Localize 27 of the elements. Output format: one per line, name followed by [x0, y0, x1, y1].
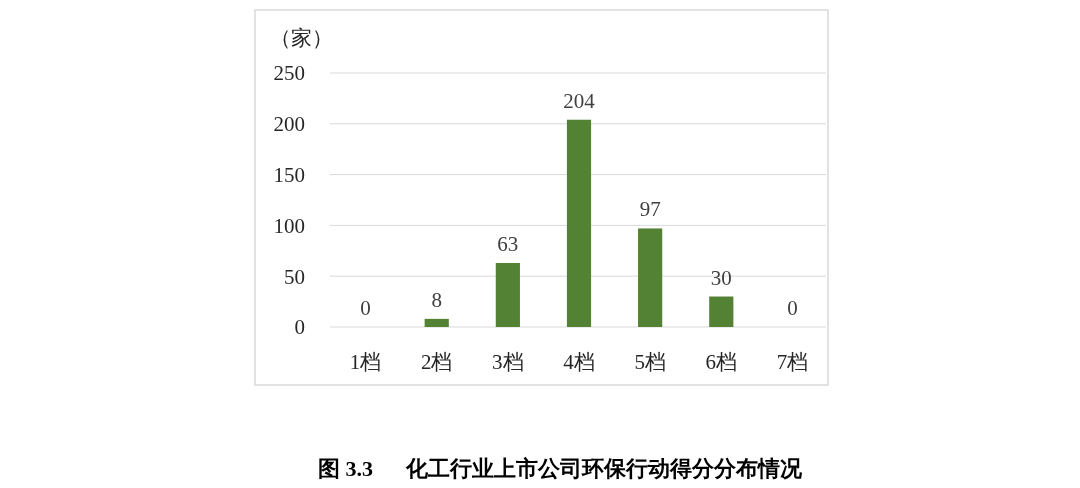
- data-label: 63: [497, 231, 519, 256]
- y-tick-label: 0: [294, 315, 305, 340]
- data-label: 0: [360, 296, 371, 320]
- x-tick-label: 5档: [634, 350, 666, 375]
- x-tick-label: 3档: [492, 350, 524, 375]
- y-tick-label: 250: [273, 61, 305, 86]
- y-tick-label: 50: [284, 264, 305, 289]
- data-label: 97: [639, 197, 661, 222]
- text: 图 3.3 化工行业上市公司环保行动得分分布情况: [318, 455, 803, 481]
- x-tick-label: 6档: [705, 350, 738, 375]
- y-tick-label: 100: [273, 213, 305, 238]
- bar: [495, 262, 520, 327]
- x-tick-label: 2档: [420, 350, 453, 375]
- y-axis-title: （家）: [270, 26, 333, 50]
- bar: [638, 228, 663, 327]
- x-tick-label: 1档: [349, 350, 382, 375]
- y-tick-label: 150: [273, 162, 305, 187]
- data-label: 204: [563, 88, 596, 113]
- data-label: 30: [710, 265, 732, 290]
- bar: [709, 296, 734, 327]
- data-label: 8: [431, 287, 442, 312]
- x-tick-label: 4档: [563, 350, 595, 375]
- data-label: 0: [787, 296, 798, 320]
- y-tick-label: 200: [273, 112, 305, 137]
- x-tick-label: 7档: [776, 350, 809, 375]
- bar: [566, 119, 592, 327]
- bar: [424, 318, 449, 327]
